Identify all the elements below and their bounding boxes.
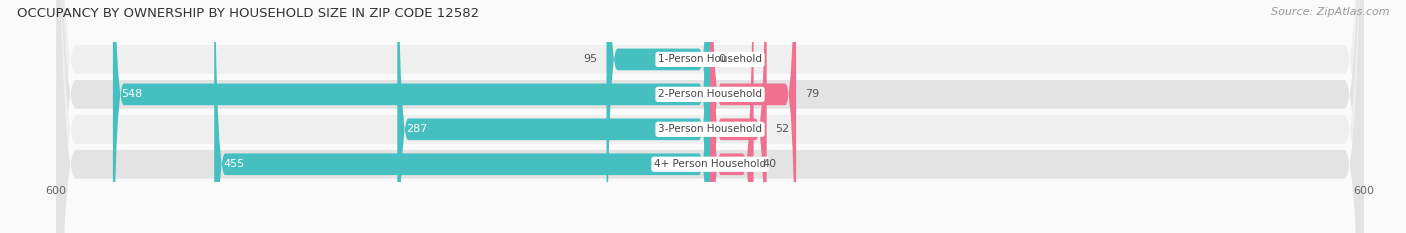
Legend: Owner-occupied, Renter-occupied: Owner-occupied, Renter-occupied bbox=[596, 230, 824, 233]
FancyBboxPatch shape bbox=[606, 0, 710, 233]
FancyBboxPatch shape bbox=[214, 0, 710, 233]
Text: 40: 40 bbox=[762, 159, 776, 169]
Text: 548: 548 bbox=[121, 89, 143, 99]
Text: Source: ZipAtlas.com: Source: ZipAtlas.com bbox=[1271, 7, 1389, 17]
FancyBboxPatch shape bbox=[56, 0, 1364, 233]
Text: 455: 455 bbox=[224, 159, 245, 169]
FancyBboxPatch shape bbox=[398, 0, 710, 233]
Text: OCCUPANCY BY OWNERSHIP BY HOUSEHOLD SIZE IN ZIP CODE 12582: OCCUPANCY BY OWNERSHIP BY HOUSEHOLD SIZE… bbox=[17, 7, 479, 20]
Text: 95: 95 bbox=[583, 55, 598, 64]
Text: 52: 52 bbox=[776, 124, 790, 134]
Text: 4+ Person Household: 4+ Person Household bbox=[654, 159, 766, 169]
FancyBboxPatch shape bbox=[112, 0, 710, 233]
FancyBboxPatch shape bbox=[710, 0, 766, 233]
FancyBboxPatch shape bbox=[56, 0, 1364, 233]
Text: 3-Person Household: 3-Person Household bbox=[658, 124, 762, 134]
Text: 287: 287 bbox=[406, 124, 427, 134]
FancyBboxPatch shape bbox=[56, 0, 1364, 233]
FancyBboxPatch shape bbox=[710, 0, 754, 233]
FancyBboxPatch shape bbox=[56, 0, 1364, 233]
Text: 2-Person Household: 2-Person Household bbox=[658, 89, 762, 99]
Text: 1-Person Household: 1-Person Household bbox=[658, 55, 762, 64]
Text: 79: 79 bbox=[804, 89, 820, 99]
Text: 0: 0 bbox=[718, 55, 725, 64]
FancyBboxPatch shape bbox=[710, 0, 796, 233]
